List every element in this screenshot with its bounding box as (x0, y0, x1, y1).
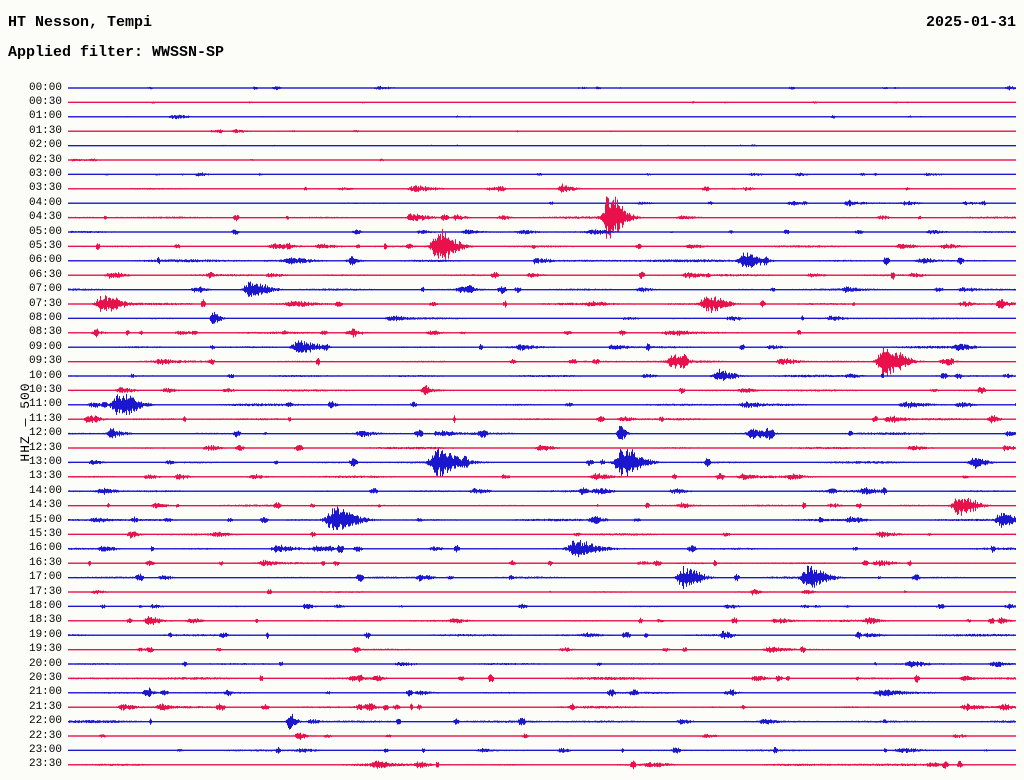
time-label: 07:00 (28, 283, 62, 296)
time-label: 21:00 (28, 686, 62, 699)
time-label: 01:00 (28, 110, 62, 123)
time-label: 06:00 (28, 254, 62, 267)
time-label: 19:30 (28, 643, 62, 656)
time-label: 22:00 (28, 715, 62, 728)
time-label: 11:00 (28, 398, 62, 411)
time-label: 05:30 (28, 239, 62, 252)
time-label: 10:00 (28, 369, 62, 382)
time-label: 22:30 (28, 729, 62, 742)
time-label: 20:30 (28, 671, 62, 684)
time-label: 17:00 (28, 571, 62, 584)
plot-date: 2025-01-31 (925, 14, 1016, 31)
time-label: 02:00 (28, 139, 62, 152)
time-label: 18:30 (28, 614, 62, 627)
time-label: 12:00 (28, 427, 62, 440)
time-axis: 00:00 00:30 01:00 01:30 02:00 02:30 03:00 03:30… (0, 0, 64, 780)
time-label: 05:00 (28, 225, 62, 238)
time-label: 08:30 (28, 326, 62, 339)
time-label: 09:00 (28, 340, 62, 353)
time-label: 14:00 (28, 484, 62, 497)
time-label: 01:30 (28, 124, 62, 137)
time-label: 21:30 (28, 700, 62, 713)
time-label: 04:30 (28, 211, 62, 224)
time-label: 15:00 (28, 513, 62, 526)
time-label: 13:30 (28, 470, 62, 483)
time-label: 03:30 (28, 182, 62, 195)
time-label: 04:00 (28, 196, 62, 209)
time-label: 08:00 (28, 311, 62, 324)
time-label: 06:30 (28, 268, 62, 281)
time-label: 16:30 (28, 556, 62, 569)
time-label: 16:00 (28, 542, 62, 555)
time-label: 09:30 (28, 355, 62, 368)
time-label: 02:30 (28, 153, 62, 166)
time-label: 03:00 (28, 167, 62, 180)
time-label: 12:30 (28, 441, 62, 454)
time-label: 00:00 (28, 81, 62, 94)
time-label: 23:00 (28, 743, 62, 756)
time-label: 23:30 (28, 758, 62, 771)
time-label: 10:30 (28, 383, 62, 396)
applied-filter-label: Applied filter: WWSSN-SP (8, 44, 225, 61)
time-label: 00:30 (28, 95, 62, 108)
time-label: 17:30 (28, 585, 62, 598)
time-label: 11:30 (28, 412, 62, 425)
time-label: 13:00 (28, 455, 62, 468)
time-label: 20:00 (28, 657, 62, 670)
time-label: 19:00 (28, 628, 62, 641)
station-title: HT Nesson, Tempi (8, 14, 153, 31)
time-label: 18:00 (28, 599, 62, 612)
time-label: 14:30 (28, 499, 62, 512)
time-label: 07:30 (28, 297, 62, 310)
time-label: 15:30 (28, 527, 62, 540)
